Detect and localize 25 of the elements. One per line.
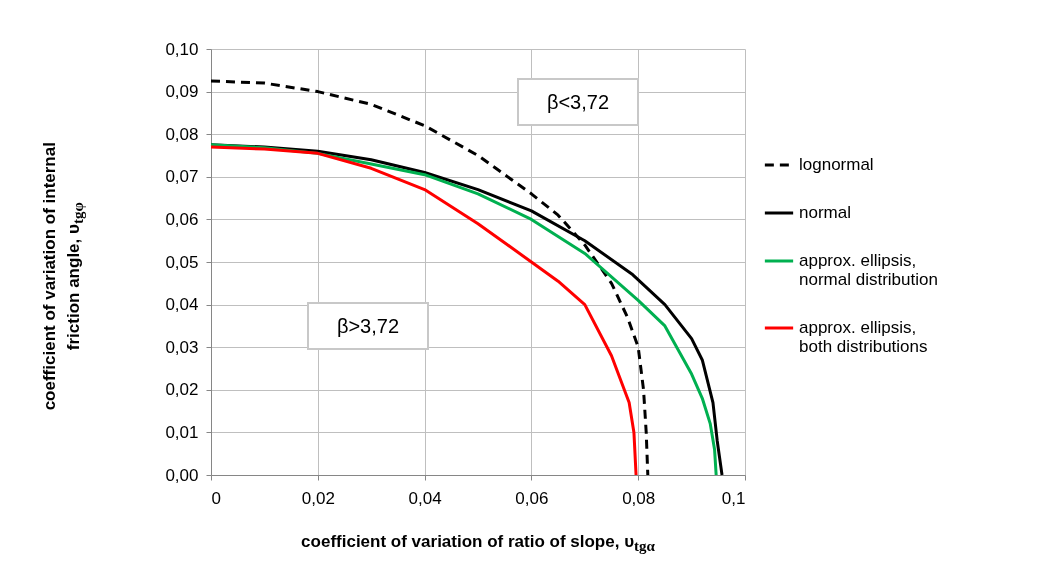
y-tick-label: 0,07 [165, 167, 199, 187]
y-tick-label: 0,02 [165, 380, 199, 400]
y-tick-label: 0,05 [165, 252, 199, 272]
line-series [209, 145, 638, 477]
annotation: β>3,72 [307, 302, 429, 350]
y-tick-label: 0,01 [165, 422, 199, 442]
y-tick-label: 0,00 [165, 465, 199, 485]
x-tick-label: 0 [211, 488, 221, 508]
y-tick-label: 0,04 [165, 295, 199, 315]
y-tick-label: 0,06 [165, 209, 199, 229]
legend-label: approx. ellipsis, both distributions [799, 318, 928, 356]
legend-label: approx. ellipsis, normal distribution [799, 251, 938, 289]
y-tick-label: 0,03 [165, 337, 199, 357]
x-tick-label: 0,02 [301, 488, 335, 508]
y-tick-label: 0,08 [165, 124, 199, 144]
legend-label: lognormal [799, 155, 874, 174]
y-tick-label: 0,09 [165, 82, 199, 102]
annotation: β<3,72 [517, 78, 639, 126]
x-tick-label: 0,08 [622, 488, 656, 508]
legend-label: normal [799, 203, 851, 222]
x-axis-title: coefficient of variation of ratio of slope, υ$_{tgα}$ [301, 532, 655, 556]
x-tick-label: 0,04 [408, 488, 442, 508]
y-tick-label: 0,10 [165, 39, 199, 59]
x-tick-label: 0,06 [515, 488, 549, 508]
x-tick-label: 0,1 [721, 488, 746, 508]
